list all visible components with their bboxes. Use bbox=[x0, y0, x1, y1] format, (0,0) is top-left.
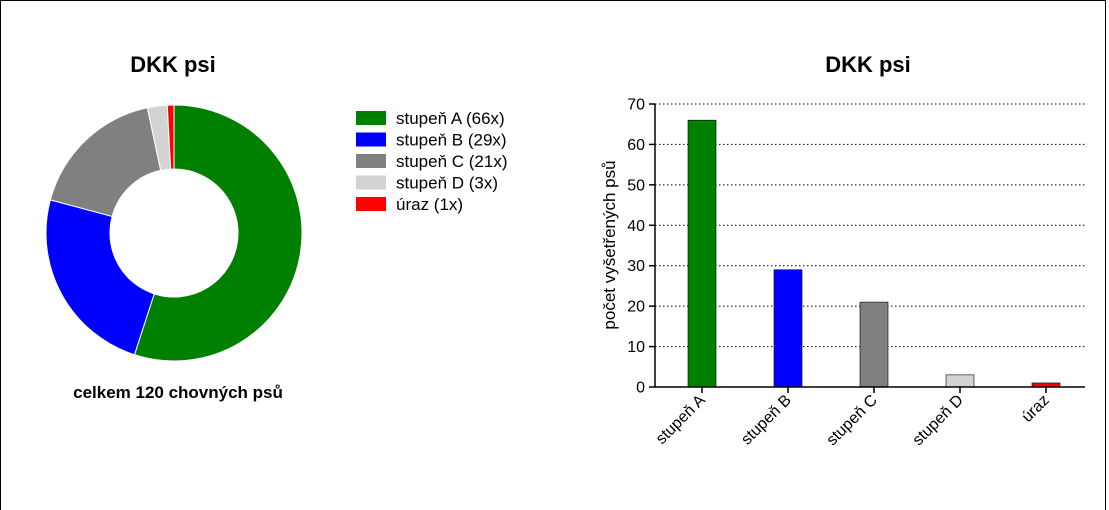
bar bbox=[859, 301, 889, 388]
y-tick-label: 10 bbox=[627, 339, 645, 356]
legend-label: stupeň B (29x) bbox=[396, 131, 507, 150]
y-tick-label: 60 bbox=[627, 137, 645, 154]
y-tick-label: 50 bbox=[627, 177, 645, 194]
bar-chart: DKK psi 0 10 20 30 40 50 60 70 stupeň A stupeň B… bbox=[600, 52, 1085, 449]
bar bbox=[687, 119, 717, 388]
pie-legend: stupeň A (66x) stupeň B (29x) stupeň C (21… bbox=[356, 109, 508, 214]
bar-chart-title: DKK psi bbox=[825, 52, 911, 77]
y-tick-label: 40 bbox=[627, 218, 645, 235]
bar-y-axis-label: počet vyšetřených psů bbox=[600, 160, 619, 329]
pie-slice bbox=[45, 199, 155, 356]
x-tick-label: stupeň B bbox=[738, 392, 795, 449]
x-tick-label: stupeň C bbox=[824, 392, 881, 449]
legend-label: úraz (1x) bbox=[396, 195, 463, 214]
legend-swatch bbox=[356, 154, 386, 168]
legend-label: stupeň C (21x) bbox=[396, 152, 508, 171]
legend-label: stupeň D (3x) bbox=[396, 174, 498, 193]
bar bbox=[773, 269, 803, 388]
legend-swatch bbox=[356, 197, 386, 211]
pie-slice bbox=[133, 104, 303, 362]
y-tick-label: 20 bbox=[627, 299, 645, 316]
donut-chart: DKK psi celkem 120 chovných psů bbox=[45, 52, 303, 402]
y-tick-label: 70 bbox=[627, 97, 645, 114]
bar-x-ticks: stupeň A stupeň B stupeň C stupeň D úraz bbox=[653, 387, 1053, 449]
x-tick-label: úraz bbox=[1019, 392, 1053, 426]
pie-chart-title: DKK psi bbox=[130, 52, 216, 77]
legend-swatch bbox=[356, 111, 386, 125]
pie-slices bbox=[45, 104, 303, 362]
y-tick-label: 30 bbox=[627, 258, 645, 275]
x-tick-label: stupeň D bbox=[910, 392, 967, 449]
pie-chart-caption: celkem 120 chovných psů bbox=[73, 383, 283, 402]
bar-axes bbox=[654, 104, 1085, 388]
pie-slice bbox=[166, 104, 175, 170]
pie-slice bbox=[49, 107, 162, 218]
legend-label: stupeň A (66x) bbox=[396, 109, 505, 128]
y-tick-label: 0 bbox=[636, 380, 645, 397]
legend-swatch bbox=[356, 132, 386, 147]
bar-y-ticks: 0 10 20 30 40 50 60 70 bbox=[627, 97, 655, 397]
x-tick-label: stupeň A bbox=[653, 392, 709, 448]
bar bbox=[945, 374, 975, 388]
legend-swatch bbox=[356, 175, 386, 190]
bar-bars bbox=[687, 119, 1061, 388]
